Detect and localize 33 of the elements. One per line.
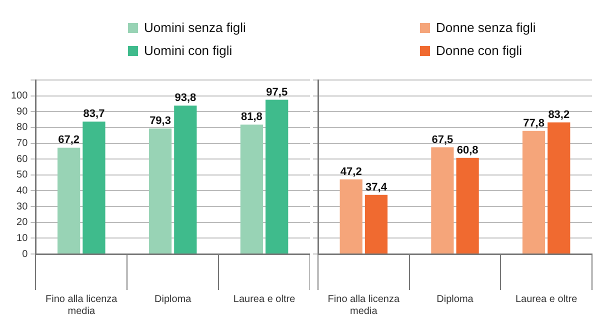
data-label: 47,2 [340,166,362,178]
x-tick-label: Diploma [436,294,474,305]
legend-label: Donne senza figli [436,20,536,35]
y-tick-label: 0 [22,248,28,260]
x-tick-label: Fino alla licenza media [328,294,400,317]
x-tick-label: Fino alla licenza media [46,294,118,317]
y-tick-label: 40 [16,185,28,196]
legend-label: Uomini senza figli [144,20,246,35]
legend-label: Uomini con figli [144,43,232,58]
data-label: 93,8 [174,92,196,104]
y-tick-label: 60 [16,154,28,165]
data-label: 77,8 [523,117,544,130]
y-tick-label: 80 [16,122,28,134]
data-label: 37,4 [366,181,388,194]
y-tick-label: 100 [10,90,28,102]
legend-label: Donne con figli [436,43,522,58]
y-tick-label: 20 [16,217,28,228]
y-tick-label: 50 [16,170,28,181]
y-tick-label: 10 [16,232,28,244]
data-label: 83,2 [548,108,570,121]
data-label: 97,5 [266,86,288,98]
y-tick-label: 70 [16,138,28,150]
x-tick-label: Diploma [154,294,192,305]
data-label: 67,5 [432,134,454,146]
y-tick-label: 30 [16,201,28,212]
x-tick-label: Laurea e oltre [515,294,578,305]
data-label: 79,3 [150,115,171,128]
data-label: 81,8 [240,111,262,124]
data-label: 83,7 [83,108,105,120]
y-tick-label: 90 [16,106,28,118]
data-label: 60,8 [456,144,478,156]
x-tick-label: Laurea e oltre [233,294,296,305]
data-label: 67,2 [58,134,80,146]
